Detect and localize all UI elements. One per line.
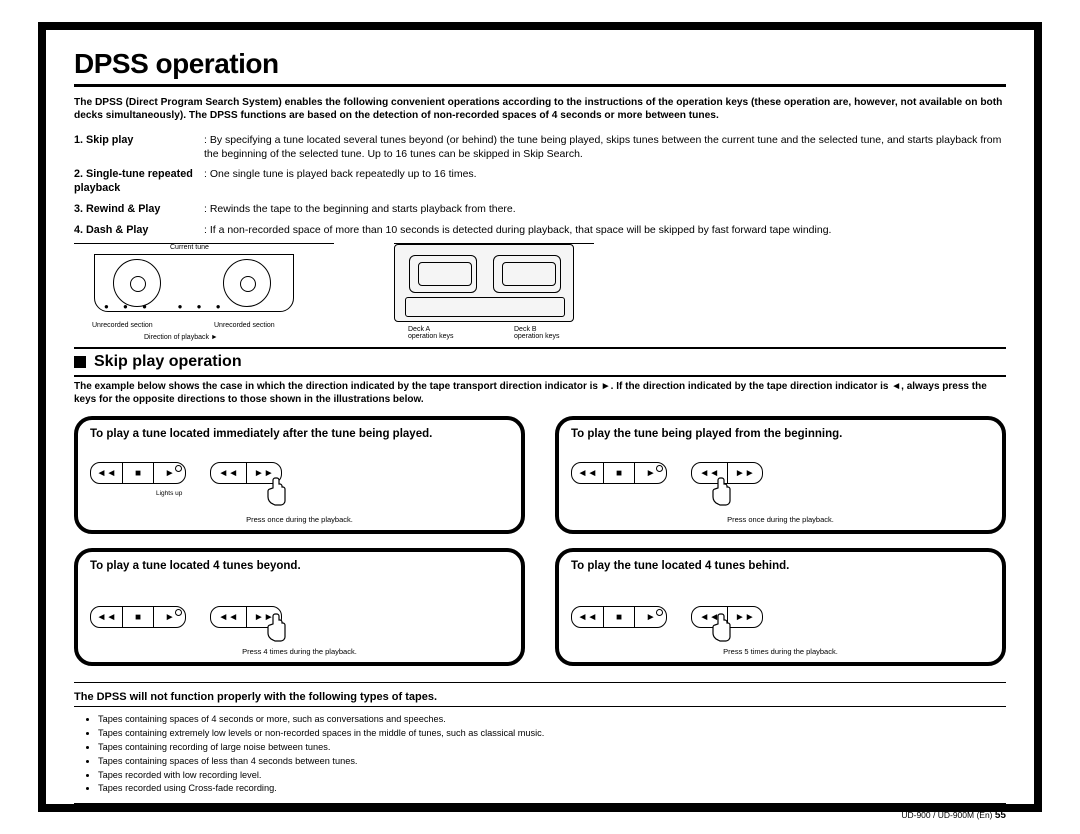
op-caption: Press once during the playback. (559, 515, 1002, 524)
intro-text: The DPSS (Direct Program Search System) … (74, 97, 1006, 123)
operations-grid: To play a tune located immediately after… (74, 416, 1006, 666)
deck-buttons (405, 297, 565, 317)
op-box-4-beyond: To play a tune located 4 tunes beyond. ◄… (74, 548, 525, 666)
deck-unit (394, 244, 574, 322)
warning-rule (74, 803, 1006, 804)
deck-a-sublabel: operation keys (408, 333, 454, 340)
warning-title: The DPSS will not function properly with… (74, 691, 1006, 707)
warn-item: Tapes containing extremely low levels or… (98, 727, 1006, 740)
section-title: Skip play operation (74, 353, 1006, 371)
tape-reel-right (223, 259, 271, 307)
cap-current-tune: Current tune (170, 244, 209, 251)
stop-button[interactable]: ■ (123, 607, 155, 627)
op-title: To play a tune located 4 tunes beyond. (90, 560, 509, 588)
deck-b-sublabel: operation keys (514, 333, 560, 340)
deck-diagram: Deck A operation keys Deck B operation k… (394, 243, 594, 343)
play-button[interactable]: ► (635, 607, 666, 627)
btn-group-transport: ◄◄ ■ ► (571, 462, 667, 484)
function-list: 1. Skip play : By specifying a tune loca… (74, 133, 1006, 238)
btn-group-transport: ◄◄ ■ ► (90, 606, 186, 628)
pointing-hand-icon (264, 476, 290, 508)
play-button[interactable]: ► (154, 607, 185, 627)
title-rule (74, 84, 1006, 87)
pointing-hand-icon (709, 612, 735, 644)
diagram-row: ● ● ● ● ● ● Current tune Unrecorded sect… (74, 243, 1006, 343)
page-frame: DPSS operation The DPSS (Direct Program … (38, 22, 1042, 812)
skip-back-button[interactable]: ◄◄ (211, 463, 247, 483)
button-row: ◄◄ ■ ► ◄◄ ►► (90, 606, 509, 628)
footer-page: 55 (995, 810, 1006, 821)
func-single-tune: 2. Single-tune repeated playback : One s… (74, 167, 1006, 196)
op-box-replay-tune: To play the tune being played from the b… (555, 416, 1006, 534)
btn-group-transport: ◄◄ ■ ► (90, 462, 186, 484)
op-box-next-tune: To play a tune located immediately after… (74, 416, 525, 534)
func-dash-play: 4. Dash & Play : If a non-recorded space… (74, 223, 1006, 238)
warn-item: Tapes containing spaces of 4 seconds or … (98, 713, 1006, 726)
rew-button[interactable]: ◄◄ (572, 607, 604, 627)
play-button[interactable]: ► (154, 463, 185, 483)
func-desc: : By specifying a tune located several t… (204, 133, 1006, 161)
square-bullet-icon (74, 356, 86, 368)
warn-item: Tapes containing spaces of less than 4 s… (98, 755, 1006, 768)
page-footer: UD-900 / UD-900M (En) 55 (74, 810, 1006, 821)
button-row: ◄◄ ■ ► ◄◄ ►► (571, 462, 990, 484)
op-title: To play the tune located 4 tunes behind. (571, 560, 990, 588)
tape-dots: ● ● ● ● ● ● (104, 302, 227, 311)
tape-diagram: ● ● ● ● ● ● Current tune Unrecorded sect… (74, 243, 334, 343)
play-button[interactable]: ► (635, 463, 666, 483)
cap-deck-a: Deck A operation keys (408, 326, 454, 340)
warning-box: The DPSS will not function properly with… (74, 682, 1006, 804)
rew-button[interactable]: ◄◄ (91, 463, 123, 483)
warning-list: Tapes containing spaces of 4 seconds or … (74, 713, 1006, 795)
func-label: 1. Skip play (74, 133, 204, 161)
deck-b-label: Deck B (514, 326, 537, 333)
pointing-hand-icon (709, 476, 735, 508)
deck-door-b (493, 255, 561, 293)
op-caption: Press 4 times during the playback. (78, 647, 521, 656)
cap-unrec-r: Unrecorded section (214, 322, 275, 329)
page-title: DPSS operation (74, 48, 1006, 80)
button-row: ◄◄ ■ ► ◄◄ ►► (571, 606, 990, 628)
func-label: 4. Dash & Play (74, 223, 204, 238)
section-intro: The example below shows the case in whic… (74, 381, 1006, 406)
func-label: 2. Single-tune repeated playback (74, 167, 204, 196)
op-title: To play the tune being played from the b… (571, 428, 990, 456)
deck-a-label: Deck A (408, 326, 430, 333)
tape-reel-left (113, 259, 161, 307)
op-caption: Press 5 times during the playback. (559, 647, 1002, 656)
func-desc: : Rewinds the tape to the beginning and … (204, 202, 516, 217)
stop-button[interactable]: ■ (604, 463, 636, 483)
button-row: ◄◄ ■ ► ◄◄ ►► (90, 462, 509, 484)
func-desc: : One single tune is played back repeate… (204, 167, 477, 196)
section-rule-top (74, 347, 1006, 349)
deck-door-a (409, 255, 477, 293)
footer-model: UD-900 / UD-900M (En) (901, 810, 995, 820)
func-skip-play: 1. Skip play : By specifying a tune loca… (74, 133, 1006, 161)
rew-button[interactable]: ◄◄ (572, 463, 604, 483)
section-rule-bottom (74, 375, 1006, 377)
rew-button[interactable]: ◄◄ (91, 607, 123, 627)
skip-back-button[interactable]: ◄◄ (211, 607, 247, 627)
warn-item: Tapes recorded with low recording level. (98, 769, 1006, 782)
stop-button[interactable]: ■ (604, 607, 636, 627)
func-desc: : If a non-recorded space of more than 1… (204, 223, 831, 238)
cap-direction: Direction of playback ► (144, 334, 218, 341)
cap-deck-b: Deck B operation keys (514, 326, 560, 340)
warn-item: Tapes recorded using Cross-fade recordin… (98, 782, 1006, 795)
btn-group-transport: ◄◄ ■ ► (571, 606, 667, 628)
func-rewind-play: 3. Rewind & Play : Rewinds the tape to t… (74, 202, 1006, 217)
cap-unrec-l: Unrecorded section (92, 322, 153, 329)
warn-item: Tapes containing recording of large nois… (98, 741, 1006, 754)
section-title-text: Skip play operation (94, 353, 242, 371)
pointing-hand-icon (264, 612, 290, 644)
op-box-4-behind: To play the tune located 4 tunes behind.… (555, 548, 1006, 666)
op-title: To play a tune located immediately after… (90, 428, 509, 456)
lights-up-caption: Lights up (156, 490, 182, 497)
op-caption: Press once during the playback. (78, 515, 521, 524)
func-label: 3. Rewind & Play (74, 202, 204, 217)
stop-button[interactable]: ■ (123, 463, 155, 483)
